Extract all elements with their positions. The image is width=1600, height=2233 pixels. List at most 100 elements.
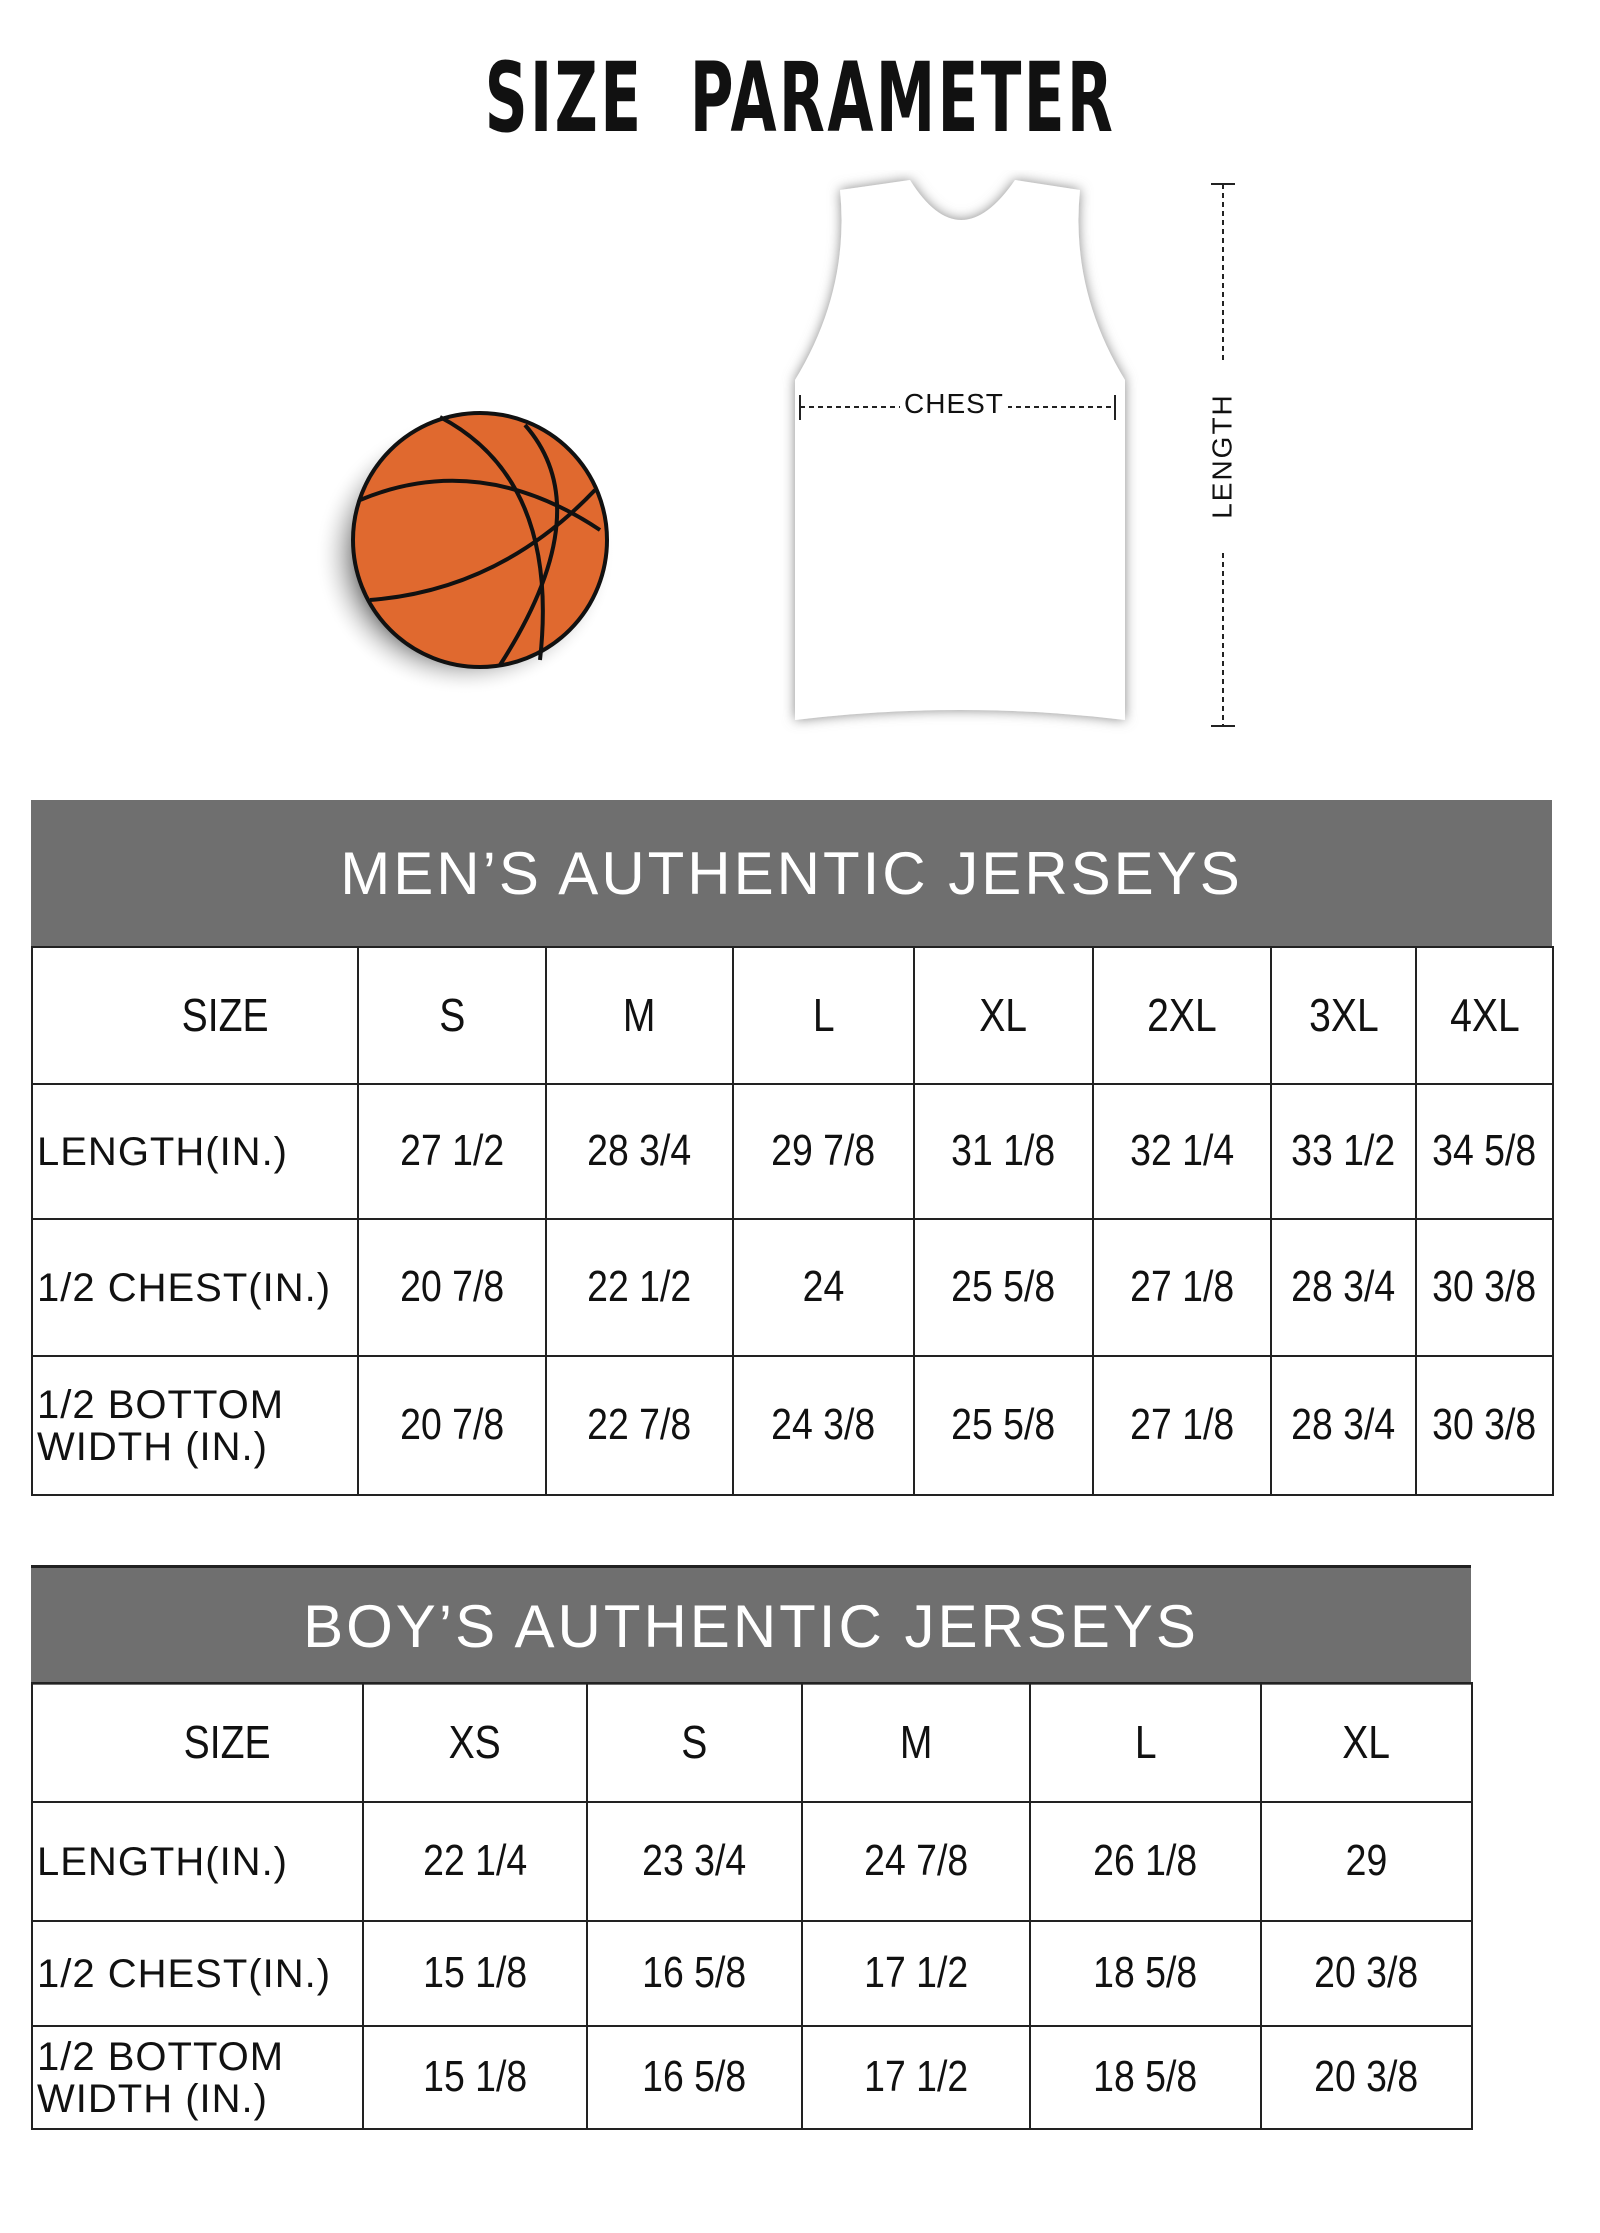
size-column-header: XL: [913, 946, 1094, 1085]
table-header-row: SIZE XS S M L XL: [31, 1682, 1473, 1803]
cell-text: S: [681, 1716, 708, 1769]
measurement-cell: 28 3/4: [1270, 1218, 1417, 1357]
page-title: SIZE PARAMETER: [484, 42, 1116, 154]
boys-size-table: SIZE XS S M L XL LENGTH(IN.) 22 1/4 23 3/4 24 7/8…: [31, 1682, 1473, 2130]
measurement-cell: 29 7/8: [732, 1083, 915, 1220]
cell-text: 24 3/8: [771, 1400, 876, 1450]
measurement-cell: 16 5/8: [586, 1920, 803, 2027]
cell-text: 3XL: [1308, 989, 1379, 1042]
cell-text: L: [812, 989, 835, 1042]
cell-text: 27 1/8: [1130, 1400, 1234, 1450]
size-column-header: XL: [1260, 1682, 1473, 1803]
measurement-cell: 25 5/8: [913, 1355, 1094, 1496]
cell-text: 33 1/2: [1291, 1126, 1396, 1176]
cell-text: 25 5/8: [951, 1400, 1056, 1450]
table-row: LENGTH(IN.) 22 1/4 23 3/4 24 7/8 26 1/8 29: [31, 1801, 1473, 1922]
cell-text: 24: [802, 1262, 845, 1312]
table-row: 1/2 CHEST(IN.) 15 1/8 16 5/8 17 1/2 18 5/8 20…: [31, 1920, 1473, 2027]
cell-text: 2XL: [1147, 989, 1217, 1042]
measurement-cell: 28 3/4: [1270, 1355, 1417, 1496]
cell-text: 28 3/4: [587, 1126, 692, 1176]
measurement-cell: 30 3/8: [1415, 1218, 1554, 1357]
table-header-row: SIZE S M L XL 2XL 3XL 4XL: [31, 946, 1554, 1085]
cell-text: S: [438, 989, 466, 1042]
cell-text: 4XL: [1449, 989, 1520, 1042]
row-label-cell: LENGTH(IN.): [31, 1083, 359, 1220]
cell-text: 17 1/2: [864, 2052, 968, 2102]
size-column-header: L: [732, 946, 915, 1085]
size-column-header: 4XL: [1415, 946, 1554, 1085]
size-header-cell: SIZE: [31, 946, 359, 1085]
cell-text: 1/2 CHEST(IN.): [37, 1951, 332, 1996]
size-column-header: 2XL: [1092, 946, 1272, 1085]
table-row: 1/2 BOTTOM WIDTH (IN.) 20 7/8 22 7/8 24 3/8…: [31, 1355, 1554, 1496]
measurement-cell: 25 5/8: [913, 1218, 1094, 1357]
size-column-header: M: [545, 946, 734, 1085]
cell-text: M: [899, 1716, 933, 1769]
measurement-cell: 15 1/8: [362, 1920, 588, 2027]
row-label-cell: 1/2 CHEST(IN.): [31, 1920, 364, 2027]
cell-text: 1/2 BOTTOM WIDTH (IN.): [37, 1382, 285, 1469]
cell-text: SIZE: [184, 1716, 271, 1769]
cell-text: 18 5/8: [1093, 1948, 1198, 1998]
cell-text: 27 1/2: [400, 1126, 504, 1176]
measurement-cell: 20 3/8: [1260, 2025, 1473, 2130]
cell-text: M: [623, 989, 656, 1042]
cell-text: XL: [979, 989, 1028, 1042]
cell-text: 16 5/8: [642, 2052, 747, 2102]
cell-text: 28 3/4: [1291, 1262, 1396, 1312]
measurement-cell: 31 1/8: [913, 1083, 1094, 1220]
cell-text: 22 7/8: [587, 1400, 692, 1450]
measurement-cell: 22 1/4: [362, 1801, 588, 1922]
mens-size-table: SIZE S M L XL 2XL 3XL 4XL LENGTH(IN.) 27 1/2 28 3/…: [31, 946, 1554, 1496]
length-label: LENGTH: [1206, 393, 1238, 519]
table-row: 1/2 CHEST(IN.) 20 7/8 22 1/2 24 25 5/8 27 1/8…: [31, 1218, 1554, 1357]
chest-label: CHEST: [900, 388, 1008, 420]
row-label-cell: 1/2 BOTTOM WIDTH (IN.): [31, 1355, 359, 1496]
cell-text: 16 5/8: [642, 1948, 747, 1998]
cell-text: 29 7/8: [771, 1126, 876, 1176]
measurement-cell: 20 3/8: [1260, 1920, 1473, 2027]
measurement-cell: 18 5/8: [1029, 1920, 1262, 2027]
measurement-cell: 27 1/8: [1092, 1355, 1272, 1496]
measurement-cell: 29: [1260, 1801, 1473, 1922]
measurement-cell: 27 1/2: [357, 1083, 547, 1220]
cell-text: 28 3/4: [1291, 1400, 1396, 1450]
measurement-cell: 34 5/8: [1415, 1083, 1554, 1220]
size-header-cell: SIZE: [31, 1682, 364, 1803]
cell-text: 22 1/2: [587, 1262, 692, 1312]
boys-table-heading: BOY’S AUTHENTIC JERSEYS: [31, 1565, 1471, 1685]
cell-text: 25 5/8: [951, 1262, 1056, 1312]
cell-text: 32 1/4: [1130, 1126, 1234, 1176]
cell-text: 24 7/8: [864, 1836, 968, 1886]
cell-text: LENGTH(IN.): [37, 1839, 288, 1884]
mens-table-heading: MEN’S AUTHENTIC JERSEYS: [31, 800, 1552, 946]
cell-text: 34 5/8: [1432, 1126, 1537, 1176]
cell-text: 18 5/8: [1093, 2052, 1198, 2102]
cell-text: 17 1/2: [864, 1948, 968, 1998]
measurement-cell: 20 7/8: [357, 1218, 547, 1357]
basketball-icon: [315, 411, 615, 695]
cell-text: LENGTH(IN.): [37, 1129, 288, 1174]
cell-text: 27 1/8: [1130, 1262, 1234, 1312]
cell-text: 1/2 BOTTOM WIDTH (IN.): [37, 2034, 285, 2121]
measurement-cell: 24 3/8: [732, 1355, 915, 1496]
measurement-cell: 33 1/2: [1270, 1083, 1417, 1220]
measurement-cell: 17 1/2: [801, 1920, 1031, 2027]
measurement-cell: 27 1/8: [1092, 1218, 1272, 1357]
measurement-cell: 20 7/8: [357, 1355, 547, 1496]
measurement-cell: 24: [732, 1218, 915, 1357]
cell-text: 20 3/8: [1314, 2052, 1419, 2102]
cell-text: 1/2 CHEST(IN.): [37, 1265, 332, 1310]
cell-text: 26 1/8: [1093, 1836, 1198, 1886]
jersey-diagram: [795, 180, 1125, 720]
measurement-cell: 22 7/8: [545, 1355, 734, 1496]
measurement-cell: 26 1/8: [1029, 1801, 1262, 1922]
size-column-header: S: [357, 946, 547, 1085]
cell-text: 23 3/4: [642, 1836, 747, 1886]
size-column-header: M: [801, 1682, 1031, 1803]
table-row: 1/2 BOTTOM WIDTH (IN.) 15 1/8 16 5/8 17 1/2…: [31, 2025, 1473, 2130]
cell-text: 15 1/8: [423, 1948, 527, 1998]
measurement-cell: 32 1/4: [1092, 1083, 1272, 1220]
size-column-header: XS: [362, 1682, 588, 1803]
